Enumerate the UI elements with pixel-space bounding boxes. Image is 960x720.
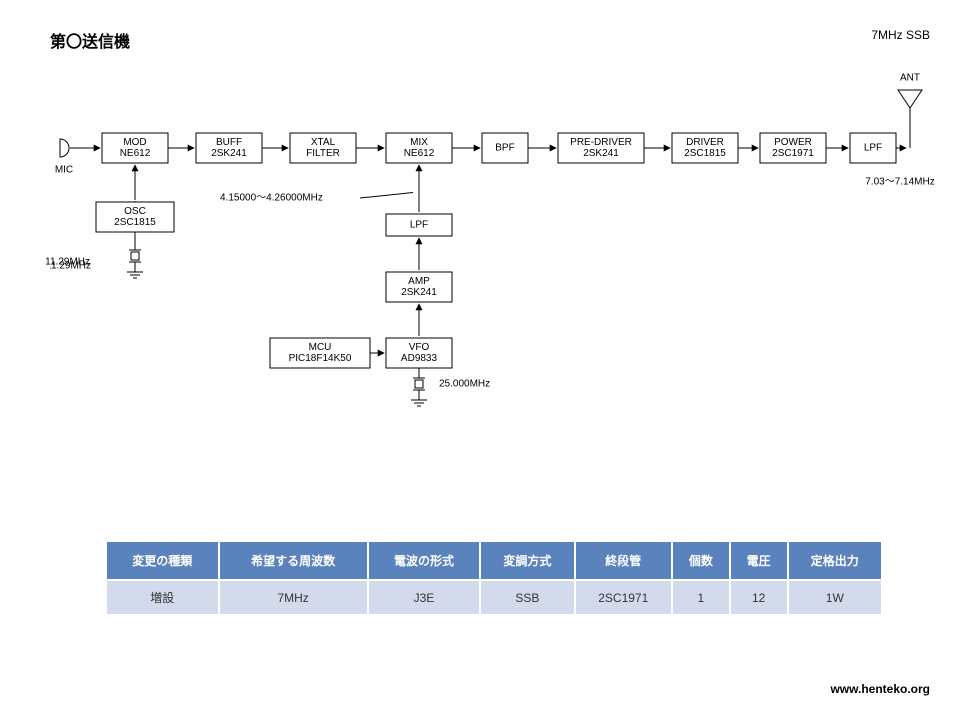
table-header-cell: 終段管 <box>575 541 672 580</box>
svg-text:LPF: LPF <box>864 143 882 154</box>
table-data-row: 増設7MHzJ3ESSB2SC19711121W <box>106 580 882 615</box>
table-cell: J3E <box>368 580 481 615</box>
svg-text:25.000MHz: 25.000MHz <box>439 379 490 390</box>
svg-text:AMP: AMP <box>408 276 430 287</box>
table-header-cell: 定格出力 <box>788 541 882 580</box>
table-header-cell: 電圧 <box>730 541 788 580</box>
table-header-cell: 変調方式 <box>480 541 574 580</box>
table-cell: 12 <box>730 580 788 615</box>
svg-text:BPF: BPF <box>495 143 514 154</box>
svg-text:MOD: MOD <box>123 137 146 148</box>
svg-text:NE612: NE612 <box>120 148 151 159</box>
table-cell: SSB <box>480 580 574 615</box>
svg-text:DRIVER: DRIVER <box>686 137 724 148</box>
svg-text:2SK241: 2SK241 <box>583 148 619 159</box>
table-header-row: 変更の種類希望する周波数電波の形式変調方式終段管個数電圧定格出力 <box>106 541 882 580</box>
svg-text:2SK241: 2SK241 <box>211 148 247 159</box>
svg-text:PRE-DRIVER: PRE-DRIVER <box>570 137 632 148</box>
svg-text:POWER: POWER <box>774 137 812 148</box>
svg-text:2SC1815: 2SC1815 <box>114 217 156 228</box>
svg-text:2SC1815: 2SC1815 <box>684 148 726 159</box>
table-cell: 7MHz <box>219 580 368 615</box>
svg-text:AD9833: AD9833 <box>401 353 438 364</box>
table-header-cell: 変更の種類 <box>106 541 219 580</box>
table-header-cell: 個数 <box>672 541 730 580</box>
svg-text:11.29MHz: 11.29MHz <box>45 257 90 268</box>
svg-text:FILTER: FILTER <box>306 148 340 159</box>
table-header-cell: 電波の形式 <box>368 541 481 580</box>
table-cell: 2SC1971 <box>575 580 672 615</box>
svg-text:2SC1971: 2SC1971 <box>772 148 814 159</box>
svg-text:XTAL: XTAL <box>311 137 336 148</box>
svg-text:MCU: MCU <box>309 342 332 353</box>
svg-text:4.15000～4.26000MHz: 4.15000～4.26000MHz <box>220 193 323 204</box>
table-cell: 1W <box>788 580 882 615</box>
table-header-cell: 希望する周波数 <box>219 541 368 580</box>
svg-text:ANT: ANT <box>900 73 920 84</box>
table-cell: 増設 <box>106 580 219 615</box>
footer-url: www.henteko.org <box>830 682 930 696</box>
svg-text:NE612: NE612 <box>404 148 435 159</box>
svg-text:OSC: OSC <box>124 206 146 217</box>
svg-text:7.03～7.14MHz: 7.03～7.14MHz <box>865 177 934 188</box>
svg-text:BUFF: BUFF <box>216 137 242 148</box>
spec-table: 変更の種類希望する周波数電波の形式変調方式終段管個数電圧定格出力 増設7MHzJ… <box>105 540 883 616</box>
svg-text:LPF: LPF <box>410 220 428 231</box>
block-diagram: MODNE612BUFF2SK241XTALFILTERMIXNE612BPFP… <box>0 0 960 520</box>
svg-text:MIX: MIX <box>410 137 428 148</box>
svg-text:VFO: VFO <box>409 342 430 353</box>
svg-text:PIC18F14K50: PIC18F14K50 <box>289 353 352 364</box>
svg-text:2SK241: 2SK241 <box>401 287 437 298</box>
table-cell: 1 <box>672 580 730 615</box>
svg-text:MIC: MIC <box>55 165 73 176</box>
